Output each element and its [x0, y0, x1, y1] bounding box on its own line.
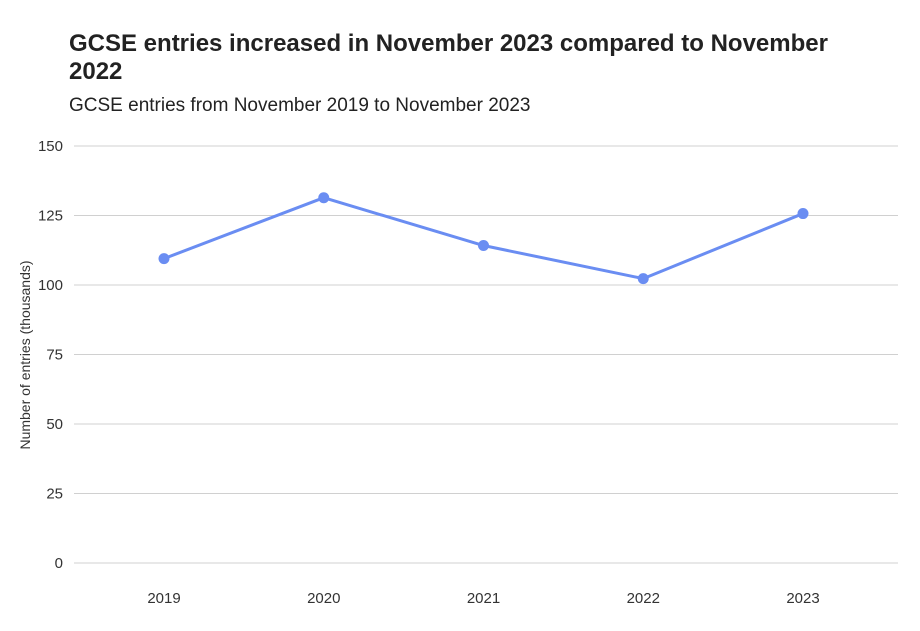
chart-subtitle: GCSE entries from November 2019 to Novem…: [69, 95, 531, 116]
x-tick-label: 2021: [467, 590, 500, 607]
x-tick-label: 2020: [307, 590, 340, 607]
data-point[interactable]: [797, 208, 809, 220]
data-point[interactable]: [478, 240, 489, 252]
x-tick-label: 2019: [147, 590, 180, 607]
chart-title: GCSE entries increased in November 2023 …: [69, 30, 828, 85]
x-tick-label: 2023: [786, 590, 819, 607]
y-tick-label: 0: [55, 555, 63, 572]
series-line: [163, 196, 804, 281]
y-tick-label: 25: [46, 486, 63, 503]
y-tick-label: 150: [38, 138, 63, 155]
data-point[interactable]: [637, 273, 649, 285]
y-axis-label: Number of entries (thousands): [17, 260, 33, 449]
x-axis-ticks: 2019 2020 2021 2022 2023: [147, 590, 819, 607]
data-point[interactable]: [158, 253, 170, 265]
data-point[interactable]: [318, 192, 330, 204]
x-tick-label: 2022: [627, 590, 660, 607]
y-tick-label: 50: [46, 416, 63, 433]
series-layer: [158, 192, 809, 285]
y-tick-label: 125: [38, 208, 63, 225]
y-tick-label: 75: [46, 347, 63, 364]
gridlines: [74, 145, 898, 564]
y-tick-label: 100: [38, 277, 63, 294]
y-axis-ticks: 0 25 50 75 100 125 150: [38, 138, 63, 572]
